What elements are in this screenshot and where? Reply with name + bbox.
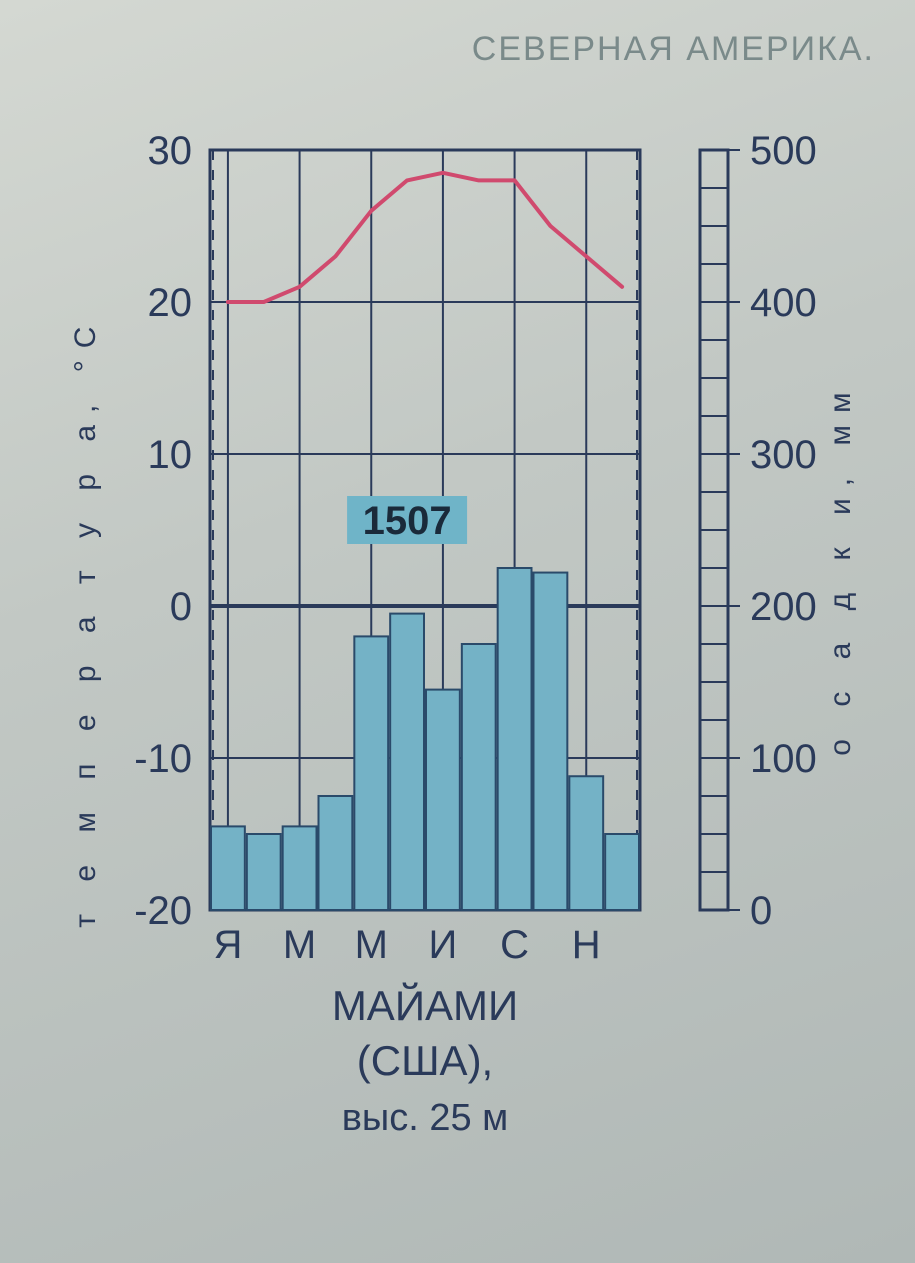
page-header: СЕВЕРНАЯ АМЕРИКА. (472, 30, 875, 69)
svg-text:30: 30 (148, 129, 193, 173)
precip-bar (211, 826, 245, 910)
caption-country: (США), (357, 1037, 493, 1084)
month-tick: Я (213, 923, 242, 967)
climograph: -20 -10 0 10 20 30 1507 т е м п е р а т у р а, … (60, 120, 860, 1240)
month-tick: И (429, 923, 458, 967)
precip-axis-label: о с а д к и, мм (824, 380, 857, 755)
precip-bar (498, 568, 532, 910)
svg-text:200: 200 (750, 585, 817, 629)
temp-axis-label: т е м п е р а т у р а, °С (69, 315, 102, 928)
svg-text:300: 300 (750, 433, 817, 477)
precip-bar (283, 826, 317, 910)
precip-bar (462, 644, 496, 910)
caption-city: МАЙАМИ (332, 981, 518, 1029)
precip-bar (534, 573, 568, 910)
precip-bar (390, 614, 424, 910)
svg-text:10: 10 (148, 433, 193, 477)
precip-bar (569, 776, 603, 910)
svg-text:100: 100 (750, 737, 817, 781)
svg-text:-20: -20 (134, 889, 192, 933)
precip-bar (247, 834, 281, 910)
precip-bar (426, 690, 460, 910)
temperature-line (228, 173, 622, 302)
svg-text:-10: -10 (134, 737, 192, 781)
precip-bar (319, 796, 353, 910)
svg-text:0: 0 (750, 889, 772, 933)
precip-bar (354, 636, 388, 910)
month-tick: Н (572, 923, 601, 967)
month-tick: С (500, 923, 529, 967)
svg-text:400: 400 (750, 281, 817, 325)
month-tick: М (355, 923, 388, 967)
month-tick: М (283, 923, 316, 967)
svg-text:500: 500 (750, 129, 817, 173)
svg-text:20: 20 (148, 281, 193, 325)
precip-bar (605, 834, 639, 910)
caption-elev: выс. 25 м (342, 1097, 509, 1139)
svg-text:0: 0 (170, 585, 192, 629)
annual-precip-value: 1507 (363, 499, 452, 543)
